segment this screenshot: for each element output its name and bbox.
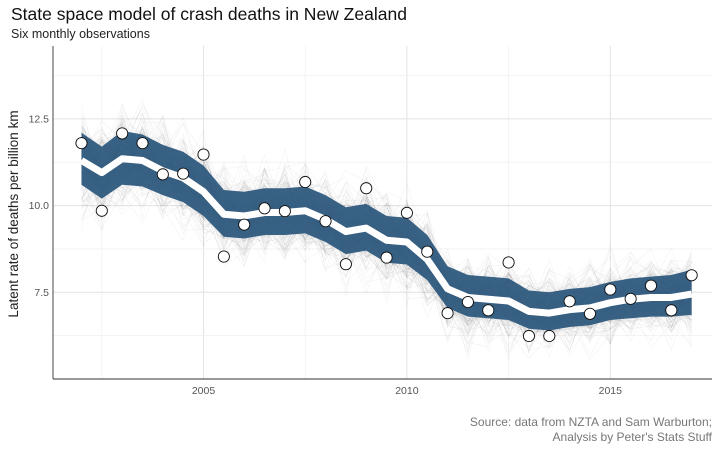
caption-line-1: Source: data from NZTA and Sam Warburton…: [469, 415, 712, 429]
caption-line-2: Analysis by Peter's Stats Stuff: [552, 430, 712, 444]
observation-point: [116, 127, 129, 140]
observation-point: [502, 256, 515, 269]
simulation-line: [81, 132, 692, 330]
observation-point: [380, 251, 393, 264]
y-tick-label: 10.0: [29, 200, 50, 212]
observation-point: [360, 182, 373, 195]
chart-subtitle: Six monthly observations: [11, 27, 150, 41]
observation-point: [421, 245, 434, 258]
observation-point: [339, 258, 352, 271]
interval-band-group: [81, 130, 692, 331]
observation-point: [177, 167, 190, 180]
observation-point: [583, 307, 597, 320]
observation-point: [238, 218, 251, 231]
simulation-line: [81, 123, 692, 361]
axes: [52, 46, 712, 380]
observation-points: [75, 127, 698, 343]
observation-point: [400, 206, 413, 219]
observation-point: [217, 250, 230, 263]
observation-point: [136, 137, 149, 150]
observation-point: [461, 295, 474, 309]
observation-point: [441, 307, 454, 320]
observation-point: [685, 269, 698, 282]
observation-point: [563, 295, 576, 308]
observation-point: [522, 329, 535, 343]
observation-point: [604, 283, 617, 296]
observation-point: [75, 137, 88, 150]
tick-labels: 2005 2010 2015 7.5 10.0 12.5: [29, 113, 623, 397]
observation-point: [197, 148, 210, 161]
observation-point: [258, 202, 271, 215]
observation-point: [278, 205, 291, 218]
interval-band: [81, 130, 692, 331]
y-axis-label: Latent rate of deaths per billion km: [6, 110, 21, 317]
source-caption: Source: data from NZTA and Sam Warburton…: [470, 415, 712, 445]
observation-point: [95, 204, 108, 217]
simulation-line: [81, 131, 692, 343]
x-tick-label: 2005: [192, 385, 216, 397]
x-tick-label: 2010: [395, 385, 419, 397]
x-tick-label: 2015: [599, 385, 623, 397]
y-tick-label: 7.5: [34, 287, 49, 299]
chart-title: State space model of crash deaths in New…: [11, 4, 407, 24]
observation-point: [624, 292, 637, 305]
y-tick-label: 12.5: [29, 113, 50, 125]
observation-point: [156, 168, 169, 181]
observation-point: [644, 279, 658, 292]
observation-point: [319, 215, 332, 228]
observation-point: [665, 304, 678, 317]
observation-point: [299, 175, 312, 189]
observation-point: [543, 329, 556, 343]
observation-point: [482, 304, 495, 317]
